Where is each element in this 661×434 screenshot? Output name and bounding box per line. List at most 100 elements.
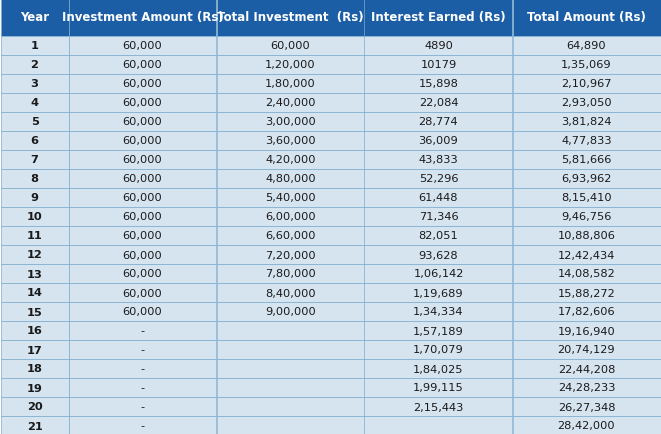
Text: 60,000: 60,000 (123, 250, 163, 260)
Text: 14,08,582: 14,08,582 (558, 269, 615, 279)
Bar (512, 340, 660, 359)
Bar (512, 132, 660, 151)
Bar (217, 340, 364, 359)
Bar (69, 397, 217, 416)
Bar (69, 321, 217, 340)
Text: 28,774: 28,774 (418, 117, 458, 127)
Bar (217, 416, 364, 434)
Text: 12: 12 (26, 250, 42, 260)
Bar (512, 94, 660, 113)
Text: 52,296: 52,296 (419, 174, 458, 184)
Text: 21: 21 (26, 421, 42, 431)
Text: 2: 2 (30, 60, 38, 70)
Text: 60,000: 60,000 (123, 117, 163, 127)
Text: 82,051: 82,051 (418, 231, 458, 241)
Text: 24,28,233: 24,28,233 (558, 383, 615, 393)
Bar (364, 207, 512, 227)
Bar (217, 302, 364, 321)
Text: 5,40,000: 5,40,000 (265, 193, 316, 203)
Bar (512, 170, 660, 188)
Text: 11: 11 (26, 231, 42, 241)
Bar (512, 302, 660, 321)
Bar (217, 321, 364, 340)
Bar (1, 113, 69, 132)
Text: -: - (140, 401, 145, 411)
Bar (217, 170, 364, 188)
Text: -: - (140, 421, 145, 431)
Bar (364, 151, 512, 170)
Text: 61,448: 61,448 (419, 193, 458, 203)
Text: 1,20,000: 1,20,000 (265, 60, 316, 70)
Bar (217, 113, 364, 132)
Text: 22,44,208: 22,44,208 (558, 364, 615, 374)
Text: 5,81,666: 5,81,666 (561, 155, 611, 165)
Bar (364, 283, 512, 302)
Bar (1, 264, 69, 283)
Bar (1, 359, 69, 378)
Text: Year: Year (20, 11, 49, 24)
Bar (364, 75, 512, 94)
Text: Interest Earned (Rs): Interest Earned (Rs) (371, 11, 506, 24)
Text: 8: 8 (30, 174, 38, 184)
Bar (512, 378, 660, 397)
Bar (69, 416, 217, 434)
Bar (69, 56, 217, 75)
Bar (512, 416, 660, 434)
Bar (364, 302, 512, 321)
Bar (69, 132, 217, 151)
Text: 15: 15 (26, 307, 42, 317)
Text: 2,40,000: 2,40,000 (265, 98, 316, 108)
Text: 8,15,410: 8,15,410 (561, 193, 612, 203)
Bar (1, 246, 69, 264)
Bar (512, 113, 660, 132)
Text: 93,628: 93,628 (418, 250, 458, 260)
Text: 5: 5 (30, 117, 38, 127)
Text: 2,93,050: 2,93,050 (561, 98, 612, 108)
Bar (1, 227, 69, 246)
Text: 10: 10 (26, 212, 42, 222)
Bar (69, 0, 217, 37)
Bar (1, 75, 69, 94)
Text: 60,000: 60,000 (123, 288, 163, 298)
Text: 7,80,000: 7,80,000 (265, 269, 316, 279)
Text: 1,99,115: 1,99,115 (413, 383, 464, 393)
Text: 64,890: 64,890 (566, 41, 606, 51)
Bar (1, 188, 69, 207)
Text: 2,15,443: 2,15,443 (413, 401, 463, 411)
Text: 14: 14 (26, 288, 42, 298)
Text: -: - (140, 326, 145, 336)
Bar (69, 264, 217, 283)
Text: Total Amount (Rs): Total Amount (Rs) (527, 11, 646, 24)
Text: 3: 3 (30, 79, 38, 89)
Bar (217, 188, 364, 207)
Text: 1,70,079: 1,70,079 (413, 345, 464, 355)
Bar (217, 378, 364, 397)
Bar (512, 207, 660, 227)
Bar (217, 283, 364, 302)
Bar (512, 0, 660, 37)
Bar (69, 340, 217, 359)
Bar (69, 151, 217, 170)
Text: 60,000: 60,000 (123, 174, 163, 184)
Text: 6,60,000: 6,60,000 (265, 231, 316, 241)
Bar (364, 132, 512, 151)
Text: 60,000: 60,000 (123, 136, 163, 146)
Bar (1, 340, 69, 359)
Text: 60,000: 60,000 (123, 79, 163, 89)
Bar (512, 188, 660, 207)
Text: 1: 1 (30, 41, 38, 51)
Bar (364, 321, 512, 340)
Bar (69, 378, 217, 397)
Text: 1,06,142: 1,06,142 (413, 269, 463, 279)
Text: 28,42,000: 28,42,000 (558, 421, 615, 431)
Bar (217, 94, 364, 113)
Bar (1, 207, 69, 227)
Bar (512, 227, 660, 246)
Text: 18: 18 (26, 364, 42, 374)
Text: -: - (140, 345, 145, 355)
Bar (364, 246, 512, 264)
Text: 3,60,000: 3,60,000 (265, 136, 316, 146)
Text: 36,009: 36,009 (418, 136, 458, 146)
Text: 43,833: 43,833 (418, 155, 458, 165)
Text: 6,00,000: 6,00,000 (265, 212, 316, 222)
